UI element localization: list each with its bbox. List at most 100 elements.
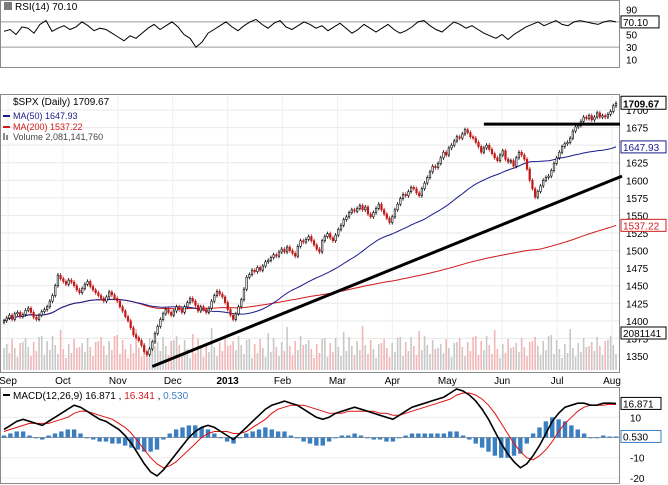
macd-histogram-bar	[479, 437, 485, 448]
macd-histogram-bar	[71, 429, 77, 438]
volume-bar	[113, 336, 116, 370]
candle-body	[593, 116, 596, 121]
volume-bar	[224, 337, 226, 370]
x-tick-label: Jun	[494, 376, 510, 387]
macd-histogram-bar	[122, 437, 128, 446]
volume-bar	[337, 347, 340, 370]
candle-body	[199, 306, 202, 312]
candle-body	[180, 309, 184, 313]
candle-body	[275, 254, 278, 257]
volume-bar	[453, 343, 456, 370]
volume-bar	[191, 334, 194, 370]
macd-histogram-bar	[518, 437, 523, 454]
x-tick-label: Feb	[274, 376, 292, 387]
volume-bar	[604, 341, 607, 370]
volume-bar	[550, 335, 553, 370]
rsi-tick-label: 30	[626, 43, 638, 54]
candle-body	[488, 144, 491, 150]
volume-bar	[205, 343, 208, 370]
volume-bar	[501, 344, 504, 370]
macd-histogram-bar	[46, 435, 51, 438]
macd-histogram-bar	[288, 435, 294, 438]
volume-bar	[574, 357, 577, 370]
macd-histogram-bar	[588, 437, 593, 439]
candle-body	[609, 111, 612, 115]
rsi-current-box	[620, 15, 660, 29]
macd-histogram-bar	[116, 437, 121, 444]
rsi-tick-label: 10	[626, 56, 638, 67]
volume-bar	[84, 352, 86, 370]
candle-body	[504, 150, 507, 160]
volume-bar	[159, 351, 162, 370]
volume-bar	[434, 349, 437, 370]
volume-bar	[528, 342, 531, 370]
volume-bar	[458, 338, 461, 370]
volume-bar	[54, 345, 57, 370]
candle-body	[62, 278, 65, 282]
candle-body	[555, 157, 558, 164]
candle-body	[563, 143, 566, 147]
macd-signal-line	[3, 392, 617, 469]
volume-bar	[81, 343, 83, 370]
candle-body	[237, 306, 240, 315]
rsi-tick-label: 50	[626, 31, 638, 42]
candle-body	[345, 216, 348, 220]
volume-bar	[245, 340, 248, 370]
candle-body	[167, 309, 170, 313]
candle-body	[108, 291, 111, 298]
volume-bar	[251, 358, 253, 370]
candle-body	[288, 246, 291, 251]
volume-bar	[264, 357, 267, 370]
volume-current-box	[620, 326, 667, 340]
macd-histogram-bar	[320, 437, 325, 446]
candle-body	[374, 208, 378, 213]
candle-body	[515, 157, 518, 167]
volume-bar	[456, 342, 458, 370]
macd-histogram-bar	[1, 435, 7, 438]
candle-body	[536, 191, 539, 198]
volume-bar	[439, 344, 442, 370]
volume-bar	[391, 343, 394, 370]
volume-bar	[542, 341, 545, 370]
macd-histogram-bar	[422, 433, 427, 438]
volume-bar	[299, 336, 302, 370]
candle-body	[110, 291, 113, 296]
volume-bar	[307, 340, 310, 370]
candle-body	[596, 112, 599, 118]
volume-bar	[78, 347, 81, 370]
volume-bar	[229, 345, 232, 370]
macd-histogram-bar	[231, 437, 236, 444]
macd-histogram-bar	[97, 437, 102, 442]
macd-histogram-bar	[142, 437, 147, 452]
candle-body	[507, 158, 510, 163]
volume-bar	[16, 357, 19, 370]
price-tick-label: 1525	[626, 229, 649, 240]
macd-histogram-bar	[173, 429, 179, 438]
candle-body	[126, 316, 130, 322]
candle-body	[29, 307, 33, 313]
macd-histogram-bar	[27, 435, 32, 438]
macd-histogram-bar	[135, 437, 141, 450]
volume-bar	[92, 356, 94, 370]
candle-body	[582, 116, 585, 122]
candle-body	[356, 208, 359, 212]
candle-body	[385, 213, 388, 219]
price-tick-label: 1675	[626, 124, 649, 135]
volume-bar	[599, 346, 601, 370]
volume-bar	[235, 350, 237, 370]
volume-bar	[488, 345, 491, 370]
price-panel: $SPX (Daily) 1709.67 MA(50) 1647.93 MA(2…	[0, 94, 667, 387]
volume-bar	[38, 337, 40, 370]
rsi-label: RSI(14) 70.10	[15, 2, 78, 13]
candle-body	[78, 289, 81, 294]
macd-histogram-bar	[486, 437, 491, 452]
candle-body	[191, 298, 194, 302]
macd-histogram-bar	[40, 437, 45, 440]
candle-body	[151, 341, 154, 350]
volume-bar	[270, 352, 272, 370]
candle-body	[337, 229, 340, 236]
candle-body	[218, 291, 221, 295]
macd-histogram-bar	[550, 417, 555, 438]
candle-body	[585, 116, 588, 119]
volume-bar	[256, 353, 259, 370]
